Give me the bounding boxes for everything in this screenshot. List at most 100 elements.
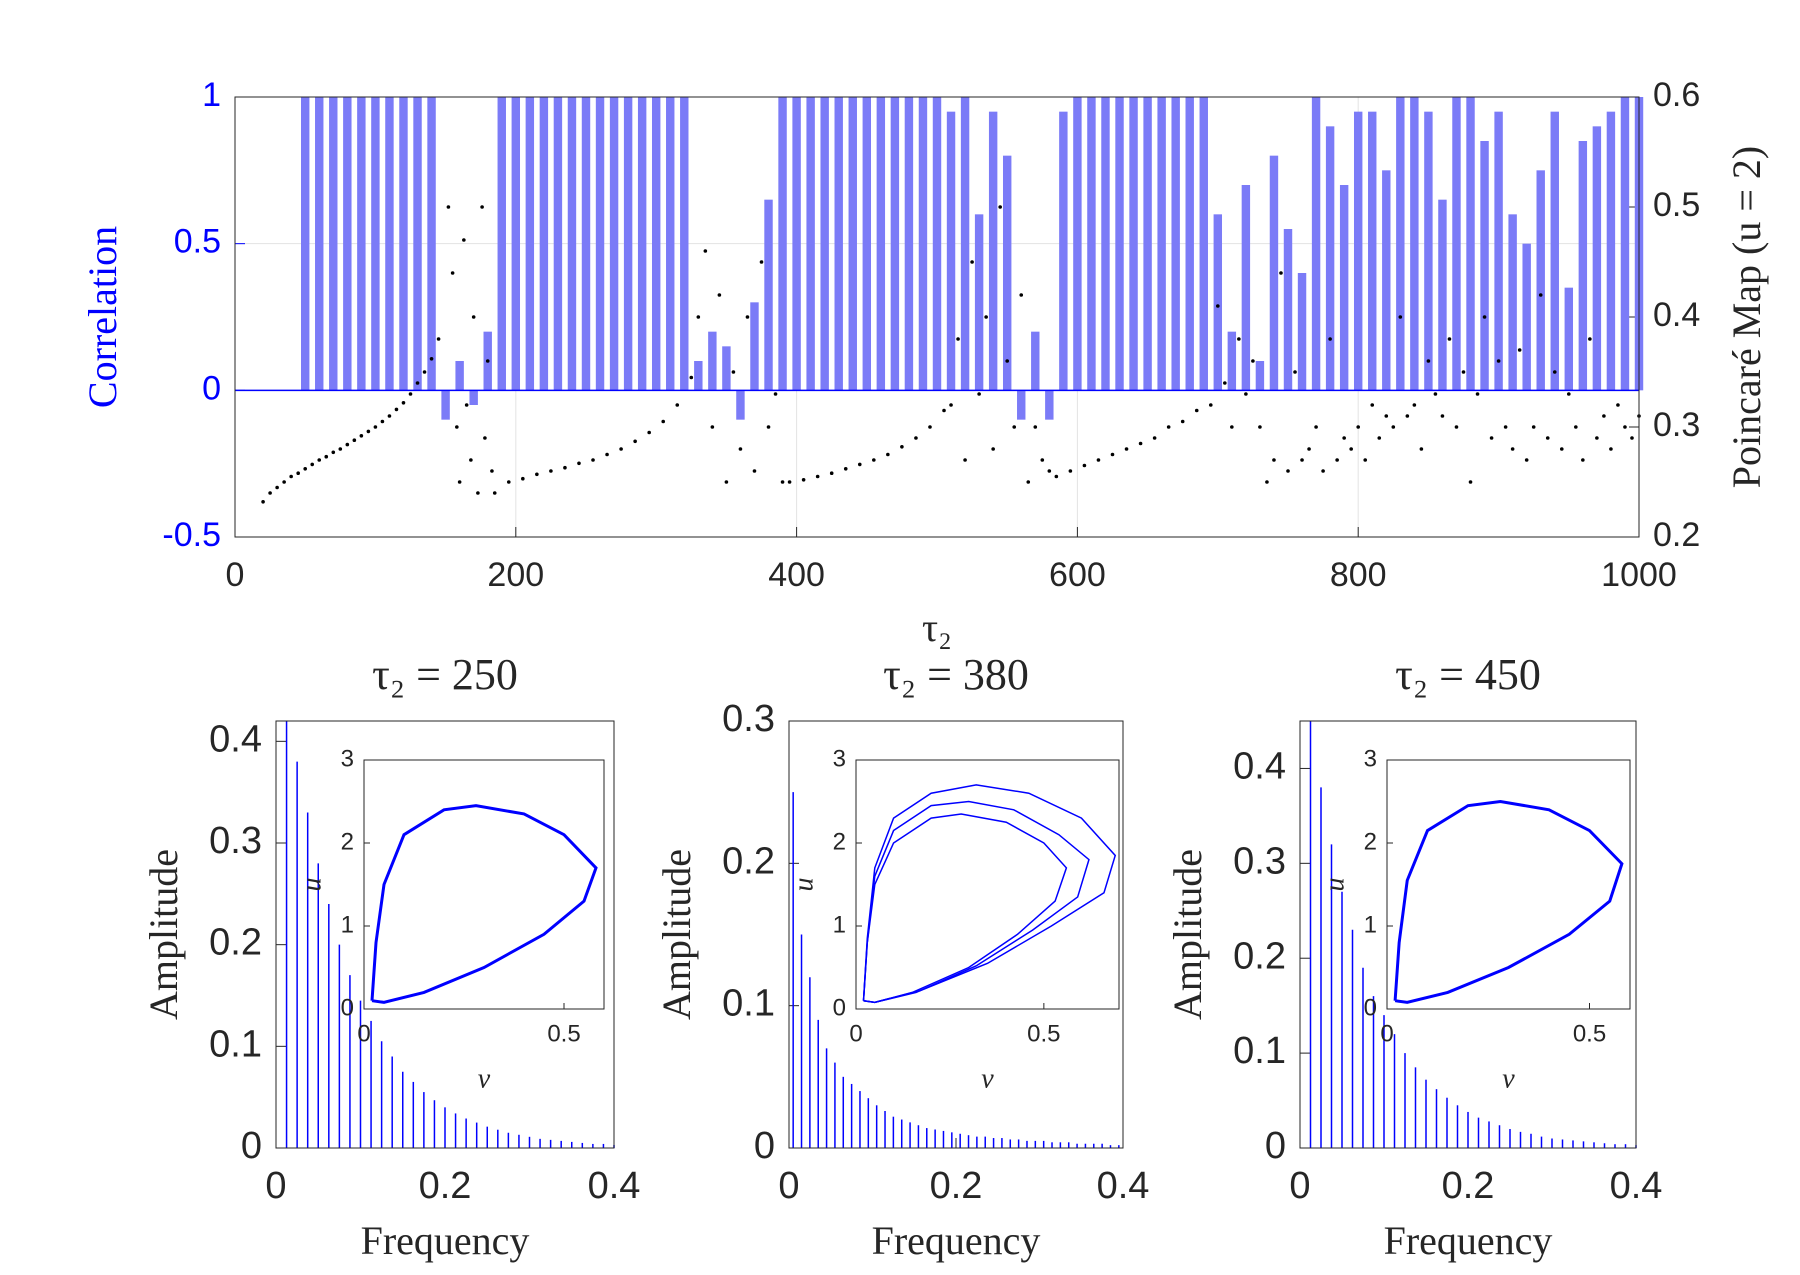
point <box>928 425 932 429</box>
axes-frame <box>275 720 615 1149</box>
point <box>766 425 771 429</box>
y-axis-label: u <box>1319 878 1350 892</box>
bar <box>371 97 380 391</box>
y-axis-label: u <box>296 878 327 892</box>
point <box>1426 359 1431 363</box>
bar <box>427 97 436 391</box>
point <box>1538 293 1543 297</box>
point <box>485 359 490 363</box>
point <box>773 392 778 396</box>
point <box>1166 425 1171 429</box>
bar <box>525 97 535 391</box>
point <box>483 436 487 440</box>
point <box>759 260 764 264</box>
point <box>703 249 708 253</box>
y-tick-label: 0.1 <box>722 983 775 1025</box>
point <box>1047 469 1052 473</box>
point <box>1279 271 1283 275</box>
point <box>310 462 315 467</box>
x-tick-label: 200 <box>487 556 544 594</box>
point <box>317 458 322 462</box>
bar <box>680 97 689 391</box>
bar <box>357 97 366 391</box>
y-tick-label: 3 <box>341 745 354 772</box>
point <box>731 370 736 374</box>
bar <box>637 97 647 391</box>
point <box>1370 403 1375 407</box>
bar <box>399 97 408 391</box>
axes-frame <box>1386 759 1631 1010</box>
bar <box>834 97 843 391</box>
y2-tick-label: 0.6 <box>1653 76 1700 114</box>
x-axis-label: v <box>981 1063 994 1094</box>
bar <box>1227 331 1237 391</box>
point <box>675 403 680 407</box>
y-tick-label: 0 <box>1364 994 1377 1021</box>
point <box>1033 425 1038 429</box>
point <box>710 425 715 429</box>
axes-frame <box>234 96 1640 538</box>
x-axis-label: Frequency <box>1384 1218 1553 1263</box>
point <box>647 430 651 435</box>
point <box>506 480 511 484</box>
y-tick-label: 3 <box>1364 745 1377 772</box>
point <box>1216 304 1220 308</box>
point <box>1300 458 1304 462</box>
point <box>476 491 480 495</box>
chart-title: τ₂ = 250 <box>372 650 518 699</box>
x-tick-label: 0.5 <box>1027 1020 1060 1047</box>
point <box>787 480 792 484</box>
y-tick-label: 0 <box>833 994 846 1021</box>
bar <box>1101 97 1110 391</box>
point <box>752 469 757 473</box>
point <box>1391 425 1396 429</box>
point <box>436 337 441 341</box>
point <box>289 474 293 479</box>
point <box>1552 370 1557 374</box>
bar <box>300 97 310 391</box>
bar <box>764 199 773 391</box>
point <box>1567 392 1571 396</box>
point <box>577 461 581 466</box>
bar <box>511 97 521 391</box>
bar <box>581 97 591 391</box>
bar <box>1269 155 1279 391</box>
point <box>1545 436 1550 440</box>
point <box>1384 414 1389 418</box>
bar <box>1185 97 1194 391</box>
y-axis-label: Amplitude <box>654 849 699 1020</box>
point <box>324 454 329 459</box>
bar <box>1382 170 1391 391</box>
point <box>373 425 378 429</box>
bar <box>792 97 801 391</box>
bar <box>413 97 422 391</box>
point <box>829 471 834 476</box>
x-tick-label: 1000 <box>1601 556 1677 594</box>
point <box>1138 441 1143 446</box>
point <box>1349 447 1353 451</box>
point <box>857 462 862 467</box>
x-axis-label: Frequency <box>361 1218 530 1263</box>
point <box>1054 474 1059 479</box>
point <box>1293 370 1297 374</box>
x-tick-label: 0.2 <box>1442 1165 1495 1207</box>
point <box>1482 315 1487 319</box>
point <box>1461 370 1466 374</box>
orbit <box>370 804 598 1004</box>
bar <box>1031 331 1040 391</box>
plot-area <box>856 760 1119 1009</box>
bar <box>609 97 619 391</box>
x-tick-label: 0.4 <box>588 1165 641 1207</box>
y2-tick-label: 0.3 <box>1653 406 1700 444</box>
x-tick-label: 0.2 <box>930 1165 983 1207</box>
y-tick-label: 0.1 <box>209 1023 262 1065</box>
point <box>1096 458 1101 462</box>
point <box>1503 425 1508 429</box>
point <box>275 485 279 490</box>
point <box>1005 359 1009 363</box>
x-tick-label: 0 <box>226 556 245 594</box>
point <box>490 469 494 473</box>
point <box>1468 480 1473 484</box>
bar <box>1592 126 1602 391</box>
